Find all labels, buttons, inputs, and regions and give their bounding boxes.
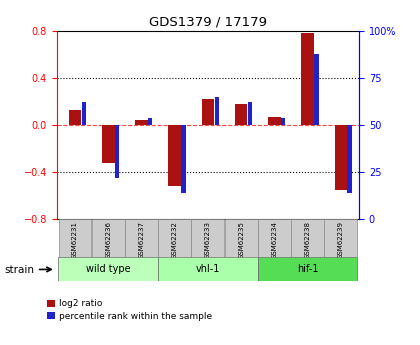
Bar xyxy=(324,219,357,257)
Text: strain: strain xyxy=(4,265,34,275)
Text: GSM62234: GSM62234 xyxy=(271,221,277,259)
Bar xyxy=(248,102,252,125)
Bar xyxy=(202,99,214,125)
Bar xyxy=(225,219,257,257)
Bar xyxy=(125,219,158,257)
Bar xyxy=(58,257,158,281)
Bar xyxy=(115,125,119,178)
Bar xyxy=(58,219,92,257)
Bar xyxy=(102,125,115,162)
Bar xyxy=(258,219,291,257)
Bar xyxy=(314,53,318,125)
Bar xyxy=(301,33,314,125)
Bar xyxy=(215,97,219,125)
Bar xyxy=(291,219,324,257)
Text: GSM62233: GSM62233 xyxy=(205,221,211,259)
Bar xyxy=(148,118,152,125)
Text: GSM62237: GSM62237 xyxy=(139,221,144,259)
Bar xyxy=(347,125,352,193)
Text: wild type: wild type xyxy=(86,264,131,274)
Bar xyxy=(68,110,81,125)
Text: hif-1: hif-1 xyxy=(297,264,318,274)
Bar xyxy=(235,104,247,125)
Bar xyxy=(168,125,181,186)
Text: vhl-1: vhl-1 xyxy=(196,264,220,274)
Bar xyxy=(158,257,258,281)
Bar xyxy=(81,102,86,125)
Bar xyxy=(268,117,281,125)
Bar xyxy=(135,120,148,125)
Text: GSM62239: GSM62239 xyxy=(338,221,344,259)
Text: GSM62236: GSM62236 xyxy=(105,221,111,259)
Bar xyxy=(281,118,285,125)
Bar xyxy=(258,257,357,281)
Text: GSM62238: GSM62238 xyxy=(304,221,311,259)
Bar xyxy=(92,219,125,257)
Bar xyxy=(158,219,191,257)
Text: GSM62232: GSM62232 xyxy=(172,221,178,259)
Bar xyxy=(334,125,347,190)
Text: GDS1379 / 17179: GDS1379 / 17179 xyxy=(149,16,267,29)
Legend: log2 ratio, percentile rank within the sample: log2 ratio, percentile rank within the s… xyxy=(47,299,212,321)
Text: GSM62235: GSM62235 xyxy=(238,221,244,259)
Bar xyxy=(181,125,186,193)
Bar xyxy=(192,219,224,257)
Text: GSM62231: GSM62231 xyxy=(72,221,78,259)
